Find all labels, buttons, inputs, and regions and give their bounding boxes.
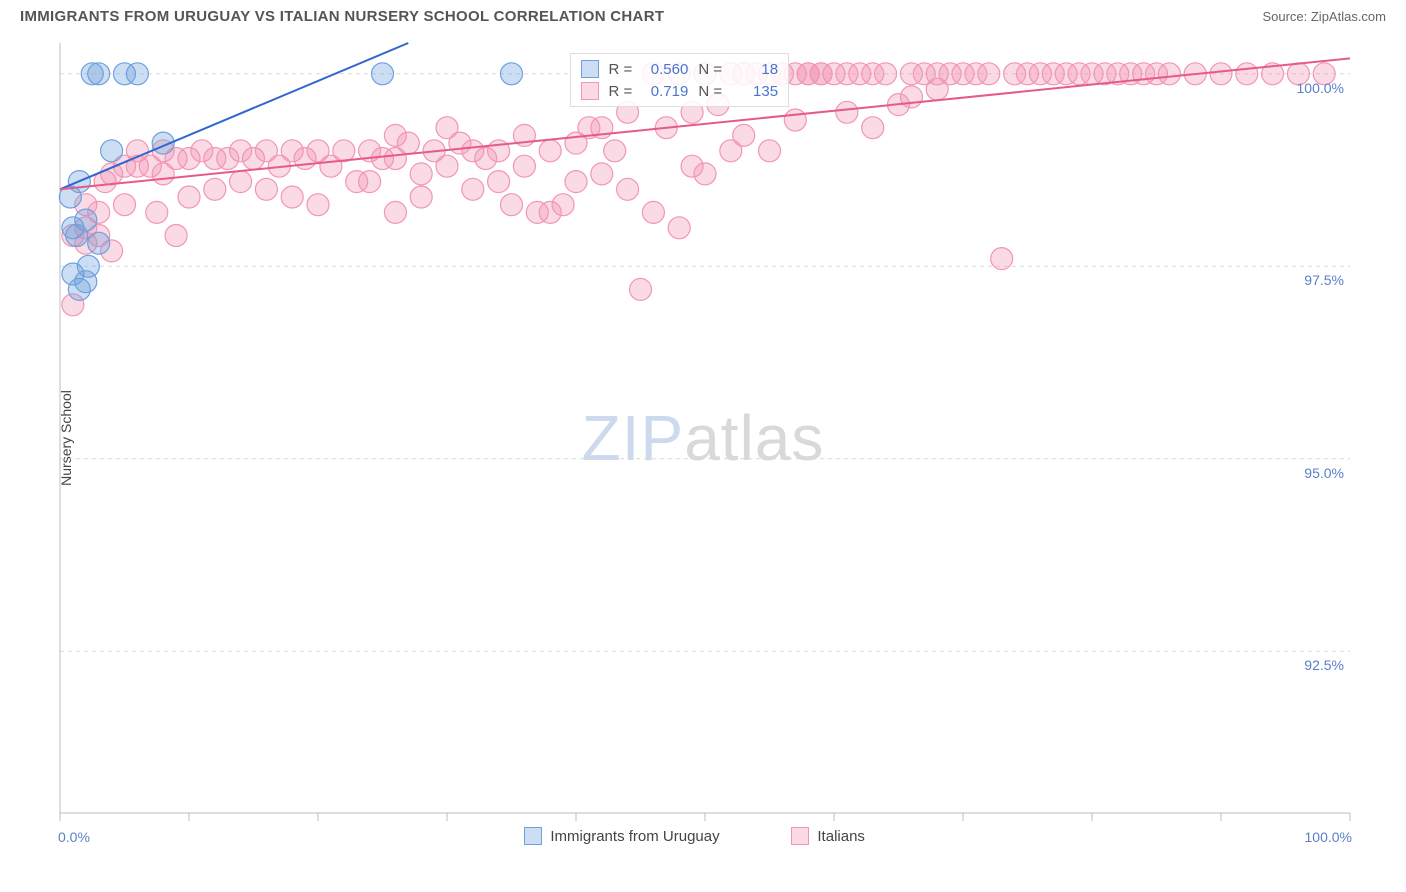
n-value: 135 [732, 83, 778, 100]
y-tick-label: 92.5% [1304, 657, 1344, 673]
data-point [488, 171, 510, 193]
stats-legend-box: R = 0.560 N = 18 R = 0.719 N = 135 [570, 53, 790, 107]
data-point [836, 101, 858, 123]
data-point [281, 186, 303, 208]
data-point [372, 63, 394, 85]
data-point [255, 178, 277, 200]
data-point [165, 225, 187, 247]
x-tick-label-right: 100.0% [1305, 829, 1352, 845]
data-point [1236, 63, 1258, 85]
data-point [384, 124, 406, 146]
data-point [410, 163, 432, 185]
y-tick-label: 97.5% [1304, 272, 1344, 288]
data-point [617, 178, 639, 200]
stats-row: R = 0.719 N = 135 [581, 80, 779, 102]
y-tick-label: 100.0% [1297, 80, 1344, 96]
data-point [114, 194, 136, 216]
data-point [501, 194, 523, 216]
legend-swatch [581, 60, 599, 78]
data-point [978, 63, 1000, 85]
data-point [565, 171, 587, 193]
legend-label: Italians [817, 828, 865, 845]
data-point [875, 63, 897, 85]
data-point [720, 140, 742, 162]
r-label: R = [609, 61, 633, 78]
data-point [359, 171, 381, 193]
data-point [991, 248, 1013, 270]
data-point [462, 140, 484, 162]
n-label: N = [698, 61, 722, 78]
data-point [513, 155, 535, 177]
data-point [784, 109, 806, 131]
n-value: 18 [732, 61, 778, 78]
y-tick-label: 95.0% [1304, 465, 1344, 481]
chart-area: Nursery School ZIPatlas 92.5%95.0%97.5%1… [20, 33, 1386, 843]
source-link[interactable]: ZipAtlas.com [1311, 9, 1386, 24]
data-point [75, 271, 97, 293]
header: IMMIGRANTS FROM URUGUAY VS ITALIAN NURSE… [0, 0, 1406, 29]
chart-title: IMMIGRANTS FROM URUGUAY VS ITALIAN NURSE… [20, 8, 664, 25]
data-point [836, 63, 858, 85]
data-point [681, 155, 703, 177]
data-point [862, 117, 884, 139]
n-label: N = [698, 83, 722, 100]
data-point [642, 201, 664, 223]
data-point [333, 140, 355, 162]
data-point [591, 163, 613, 185]
legend-swatch [581, 82, 599, 100]
data-point [462, 178, 484, 200]
data-point [436, 117, 458, 139]
data-point [539, 140, 561, 162]
data-point [101, 140, 123, 162]
legend-label: Immigrants from Uruguay [550, 828, 719, 845]
legend-swatch [791, 827, 809, 845]
r-value: 0.719 [642, 83, 688, 100]
bottom-legend-item: Immigrants from Uruguay [524, 827, 719, 845]
scatter-plot [20, 33, 1386, 843]
data-point [604, 140, 626, 162]
data-point [630, 278, 652, 300]
data-point [759, 140, 781, 162]
data-point [114, 63, 136, 85]
data-point [62, 217, 84, 239]
data-point [501, 63, 523, 85]
data-point [410, 186, 432, 208]
data-point [88, 232, 110, 254]
data-point [797, 63, 819, 85]
data-point [146, 201, 168, 223]
data-point [1158, 63, 1180, 85]
r-label: R = [609, 83, 633, 100]
legend-swatch [524, 827, 542, 845]
data-point [539, 201, 561, 223]
data-point [178, 186, 200, 208]
data-point [204, 178, 226, 200]
r-value: 0.560 [642, 61, 688, 78]
source-prefix: Source: [1262, 9, 1310, 24]
data-point [230, 171, 252, 193]
data-point [307, 194, 329, 216]
x-tick-label-left: 0.0% [58, 829, 90, 845]
data-point [1210, 63, 1232, 85]
bottom-legend-item: Italians [791, 827, 865, 845]
data-point [436, 155, 458, 177]
data-point [668, 217, 690, 239]
data-point [81, 63, 103, 85]
data-point [384, 201, 406, 223]
stats-row: R = 0.560 N = 18 [581, 58, 779, 80]
data-point [926, 78, 948, 100]
source-attribution: Source: ZipAtlas.com [1262, 9, 1386, 24]
